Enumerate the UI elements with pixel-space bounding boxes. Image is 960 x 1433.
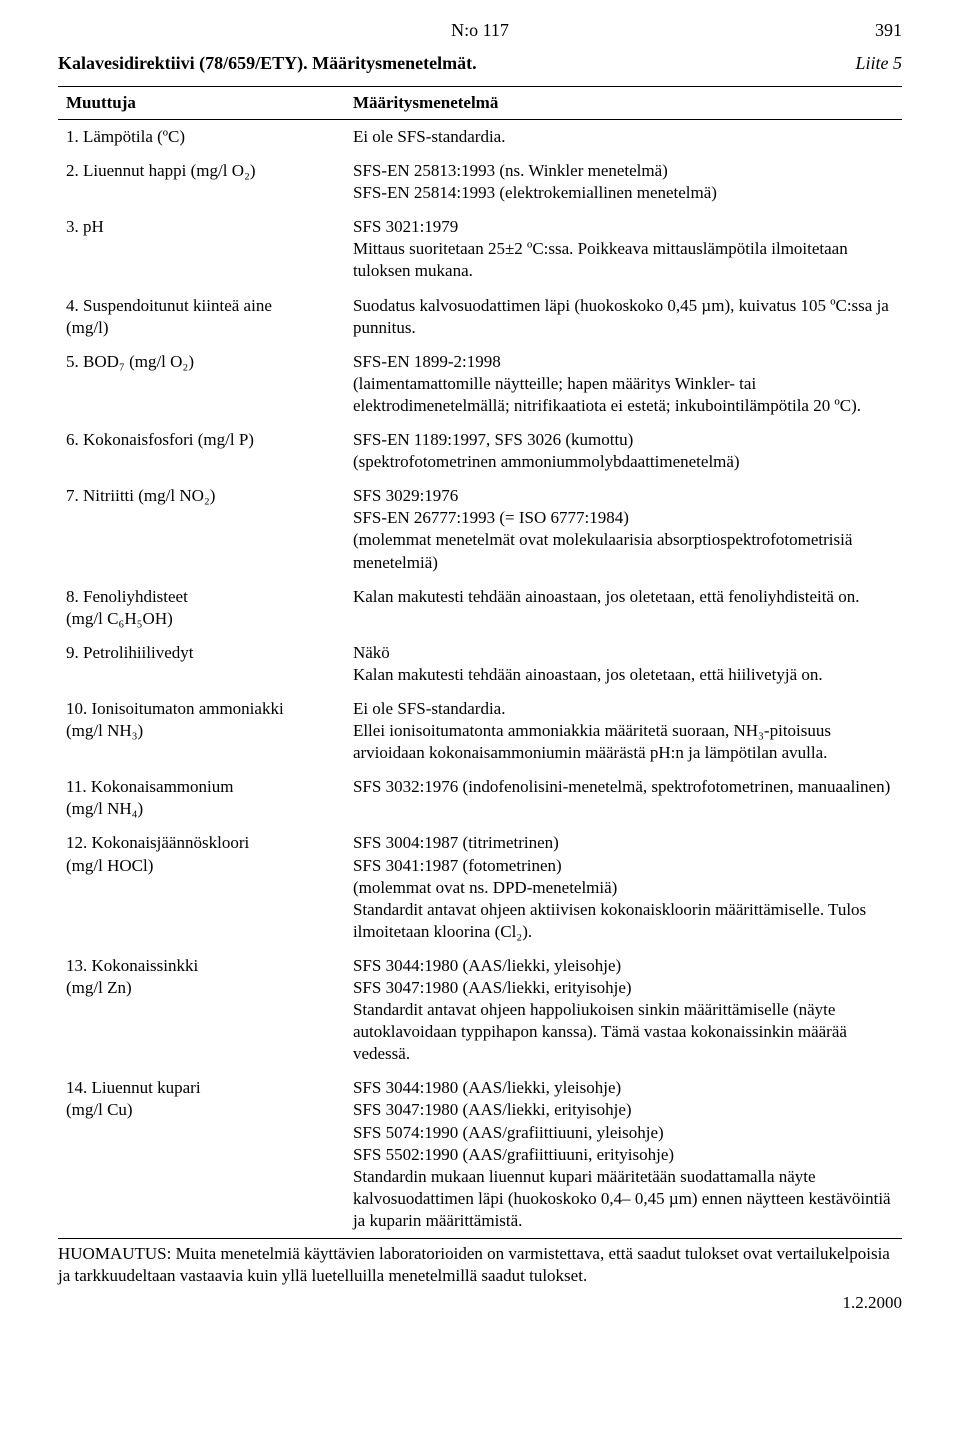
variable-cell: 3. pH — [58, 210, 345, 288]
table-row: 5. BOD₇ (mg/l O₂)SFS-EN 1899-2:1998 (lai… — [58, 345, 902, 423]
table-row: 7. Nitriitti (mg/l NO₂)SFS 3029:1976 SFS… — [58, 479, 902, 579]
variable-cell: 12. Kokonaisjäännöskloori (mg/l HOCl) — [58, 826, 345, 948]
footnote-text: HUOMAUTUS: Muita menetelmiä käyttävien l… — [58, 1243, 902, 1287]
table-row: 11. Kokonaisammonium (mg/l NH₄)SFS 3032:… — [58, 770, 902, 826]
page-title: Kalavesidirektiivi (78/659/ETY). Määrity… — [58, 53, 477, 74]
table-row: 4. Suspendoitunut kiinteä aine (mg/l)Suo… — [58, 289, 902, 345]
page-number: 391 — [842, 20, 902, 41]
method-cell: Suodatus kalvosuodattimen läpi (huokosko… — [345, 289, 902, 345]
table-row: 2. Liuennut happi (mg/l O₂)SFS-EN 25813:… — [58, 154, 902, 210]
table-row: 14. Liuennut kupari (mg/l Cu)SFS 3044:19… — [58, 1071, 902, 1238]
date-text: 1.2.2000 — [58, 1293, 902, 1313]
variable-cell: 7. Nitriitti (mg/l NO₂) — [58, 479, 345, 579]
doc-number: N:o 117 — [118, 20, 842, 41]
variable-cell: 5. BOD₇ (mg/l O₂) — [58, 345, 345, 423]
method-cell: Ei ole SFS-standardia. — [345, 120, 902, 155]
method-cell: SFS 3004:1987 (titrimetrinen) SFS 3041:1… — [345, 826, 902, 948]
variable-cell: 9. Petrolihiilivedyt — [58, 636, 345, 692]
table-row: 6. Kokonaisfosfori (mg/l P)SFS-EN 1189:1… — [58, 423, 902, 479]
annex-label: Liite 5 — [855, 53, 902, 74]
variable-cell: 10. Ionisoitumaton ammoniakki (mg/l NH₃) — [58, 692, 345, 770]
variable-cell: 6. Kokonaisfosfori (mg/l P) — [58, 423, 345, 479]
method-cell: SFS 3029:1976 SFS-EN 26777:1993 (= ISO 6… — [345, 479, 902, 579]
method-cell: SFS 3044:1980 (AAS/liekki, yleisohje) SF… — [345, 949, 902, 1071]
table-row: 8. Fenoliyhdisteet (mg/l C₆H₅OH)Kalan ma… — [58, 580, 902, 636]
table-row: 9. PetrolihiilivedytNäkö Kalan makutesti… — [58, 636, 902, 692]
method-cell: Ei ole SFS-standardia. Ellei ionisoituma… — [345, 692, 902, 770]
variable-cell: 11. Kokonaisammonium (mg/l NH₄) — [58, 770, 345, 826]
col-header-method: Määritysmenetelmä — [345, 87, 902, 120]
variable-cell: 4. Suspendoitunut kiinteä aine (mg/l) — [58, 289, 345, 345]
method-cell: Näkö Kalan makutesti tehdään ainoastaan,… — [345, 636, 902, 692]
method-cell: SFS-EN 1189:1997, SFS 3026 (kumottu) (sp… — [345, 423, 902, 479]
variable-cell: 1. Lämpötila (ºC) — [58, 120, 345, 155]
variable-cell: 14. Liuennut kupari (mg/l Cu) — [58, 1071, 345, 1238]
method-cell: SFS 3021:1979 Mittaus suoritetaan 25±2 º… — [345, 210, 902, 288]
col-header-variable: Muuttuja — [58, 87, 345, 120]
method-cell: Kalan makutesti tehdään ainoastaan, jos … — [345, 580, 902, 636]
method-cell: SFS-EN 1899-2:1998 (laimentamattomille n… — [345, 345, 902, 423]
method-cell: SFS-EN 25813:1993 (ns. Winkler menetelmä… — [345, 154, 902, 210]
table-row: 3. pHSFS 3021:1979 Mittaus suoritetaan 2… — [58, 210, 902, 288]
method-cell: SFS 3044:1980 (AAS/liekki, yleisohje) SF… — [345, 1071, 902, 1238]
table-row: 12. Kokonaisjäännöskloori (mg/l HOCl)SFS… — [58, 826, 902, 948]
table-row: 1. Lämpötila (ºC)Ei ole SFS-standardia. — [58, 120, 902, 155]
table-row: 13. Kokonaissinkki (mg/l Zn)SFS 3044:198… — [58, 949, 902, 1071]
variable-cell: 2. Liuennut happi (mg/l O₂) — [58, 154, 345, 210]
variable-cell: 8. Fenoliyhdisteet (mg/l C₆H₅OH) — [58, 580, 345, 636]
table-row: 10. Ionisoitumaton ammoniakki (mg/l NH₃)… — [58, 692, 902, 770]
method-cell: SFS 3032:1976 (indofenolisini-menetelmä,… — [345, 770, 902, 826]
variable-cell: 13. Kokonaissinkki (mg/l Zn) — [58, 949, 345, 1071]
